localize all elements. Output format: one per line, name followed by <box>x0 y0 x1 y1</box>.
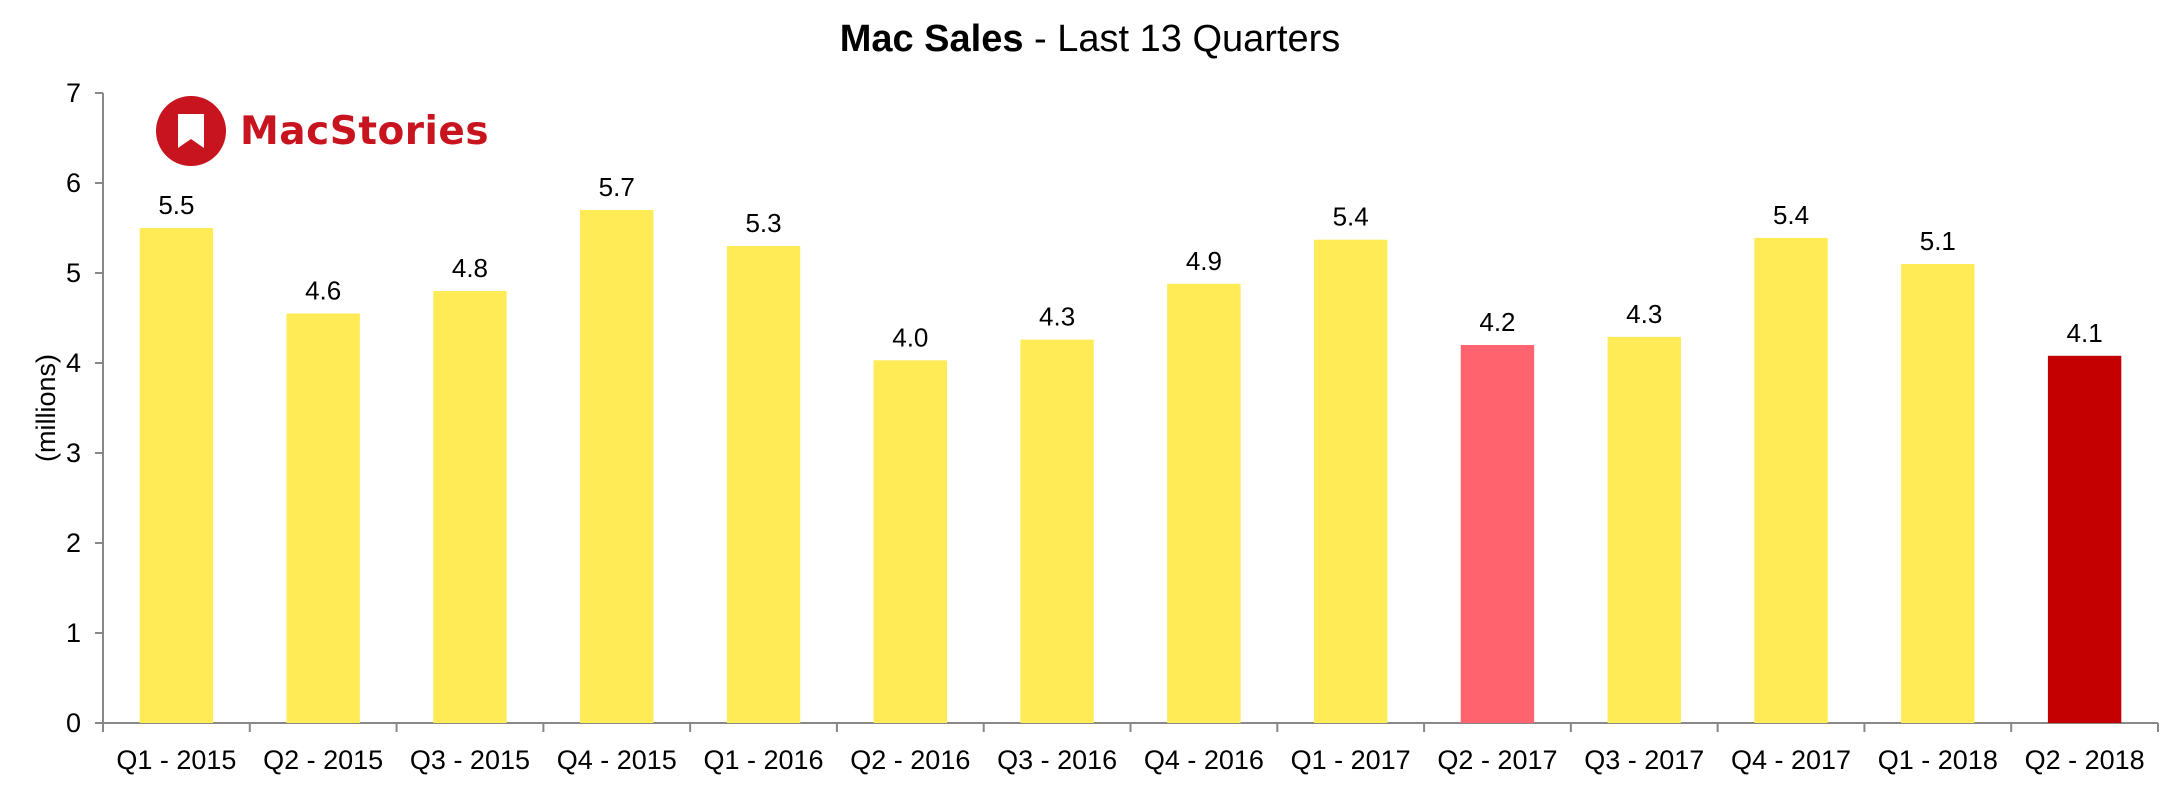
chart-title-rest: - Last 13 Quarters <box>1023 18 1341 60</box>
bar-3 <box>433 291 507 723</box>
data-label: 5.3 <box>745 208 781 238</box>
y-tick-label: 4 <box>66 348 81 378</box>
data-label: 5.7 <box>599 172 635 202</box>
data-label: 4.2 <box>1479 307 1515 337</box>
bar-11 <box>1607 336 1681 723</box>
data-label: 5.1 <box>1920 226 1956 256</box>
data-label: 4.3 <box>1626 299 1662 329</box>
x-tick-label: Q4 - 2015 <box>557 745 677 775</box>
x-tick-label: Q3 - 2016 <box>997 745 1117 775</box>
data-label: 4.6 <box>305 276 341 306</box>
bar-8 <box>1167 283 1241 723</box>
data-label: 4.9 <box>1186 246 1222 276</box>
bar-9 <box>1313 239 1388 723</box>
bar-6 <box>873 360 948 723</box>
x-tick-label: Q2 - 2017 <box>1437 745 1557 775</box>
bar-2 <box>286 313 360 723</box>
y-tick-label: 0 <box>66 708 81 738</box>
chart-title: Mac Sales - Last 13 Quarters <box>0 18 2180 61</box>
x-tick-label: Q2 - 2018 <box>2025 745 2145 775</box>
y-axis-label: (millions) <box>31 354 61 462</box>
data-label: 4.8 <box>452 253 488 283</box>
x-tick-label: Q1 - 2016 <box>703 745 823 775</box>
y-tick-label: 1 <box>66 618 81 648</box>
y-tick-label: 7 <box>66 78 81 108</box>
bar-14 <box>2047 355 2122 723</box>
x-tick-label: Q1 - 2015 <box>116 745 236 775</box>
y-tick-label: 6 <box>66 168 81 198</box>
x-tick-label: Q3 - 2015 <box>410 745 530 775</box>
x-tick-label: Q1 - 2017 <box>1291 745 1411 775</box>
bar-5 <box>726 246 801 723</box>
x-tick-label: Q4 - 2016 <box>1144 745 1264 775</box>
chart-title-bold: Mac Sales <box>839 18 1024 60</box>
data-label: 5.4 <box>1333 202 1369 232</box>
bar-1 <box>139 228 214 723</box>
bar-10 <box>1460 345 1535 723</box>
bookmark-circle-icon <box>156 96 226 166</box>
bar-12 <box>1754 237 1828 723</box>
bar-13 <box>1901 264 1975 723</box>
data-label: 4.0 <box>892 322 928 352</box>
logo-wordmark: MacStories <box>240 108 490 154</box>
x-tick-label: Q2 - 2016 <box>850 745 970 775</box>
data-label: 5.5 <box>158 190 194 220</box>
data-label: 5.4 <box>1773 200 1809 230</box>
x-tick-label: Q4 - 2017 <box>1731 745 1851 775</box>
y-tick-label: 3 <box>66 438 81 468</box>
x-tick-label: Q2 - 2015 <box>263 745 383 775</box>
data-label: 4.3 <box>1039 302 1075 332</box>
bar-4 <box>580 210 654 723</box>
bar-7 <box>1020 339 1094 723</box>
data-label: 4.1 <box>2067 318 2103 348</box>
macstories-logo: MacStories <box>156 96 489 166</box>
x-tick-label: Q3 - 2017 <box>1584 745 1704 775</box>
y-tick-label: 2 <box>66 528 81 558</box>
y-tick-label: 5 <box>66 258 81 288</box>
x-tick-label: Q1 - 2018 <box>1878 745 1998 775</box>
